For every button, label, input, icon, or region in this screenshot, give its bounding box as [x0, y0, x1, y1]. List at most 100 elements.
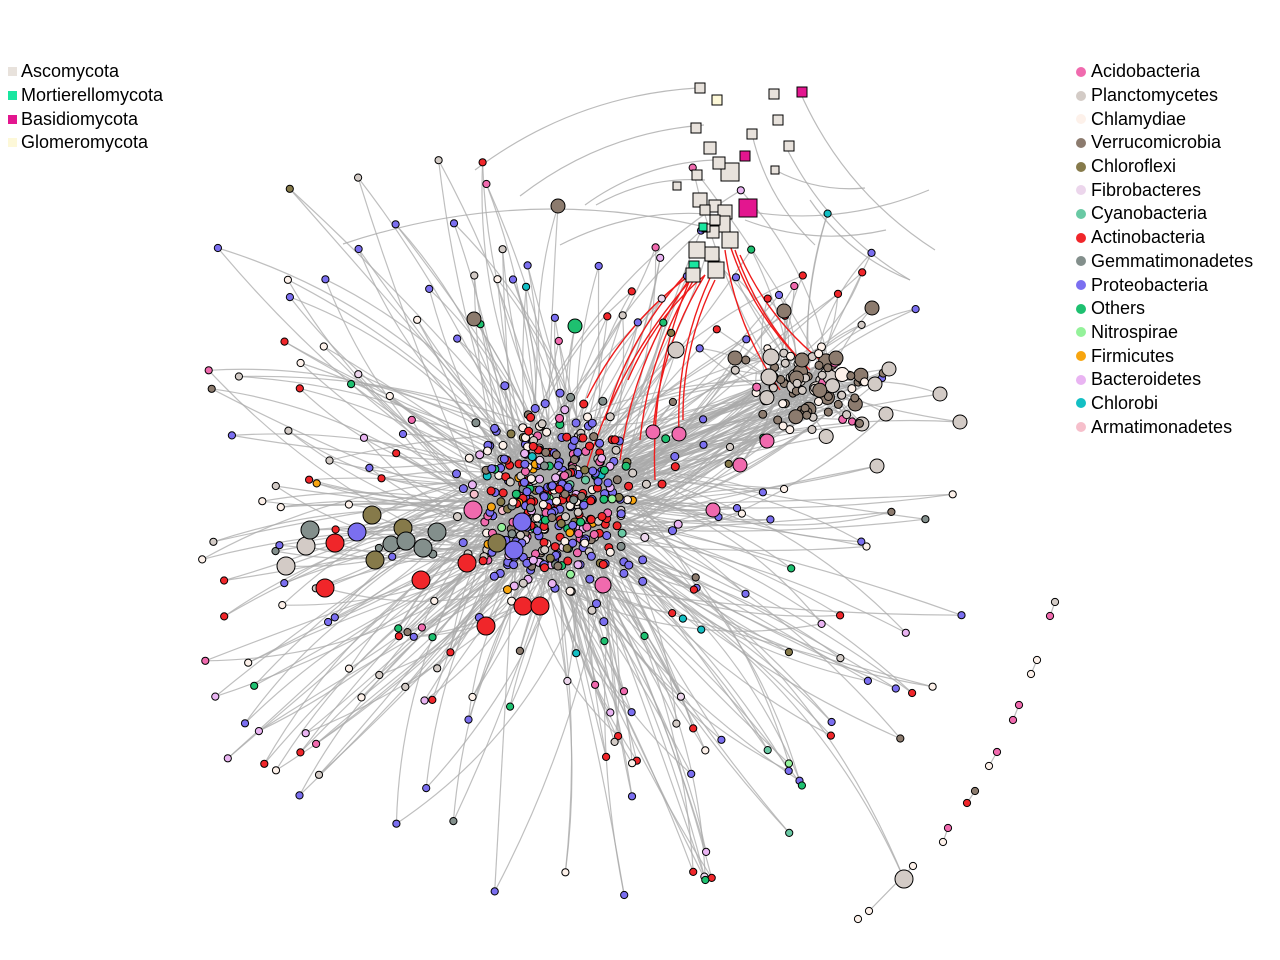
- bacterial-node: [561, 868, 570, 877]
- bacterial-node: [476, 616, 496, 636]
- bacterial-node: [571, 418, 581, 428]
- bacterial-node: [862, 542, 871, 551]
- bacterial-node: [463, 500, 483, 520]
- bacterial-node: [530, 404, 540, 413]
- bacterial-node: [466, 311, 482, 327]
- bacterial-node: [449, 219, 459, 228]
- bacterial-node: [814, 349, 824, 359]
- bacterial-node: [823, 392, 833, 401]
- bacterial-node: [598, 560, 608, 569]
- bacterial-node: [458, 538, 468, 548]
- bacterial-node: [853, 914, 863, 924]
- bacterial-node: [568, 538, 578, 548]
- bacterial-node: [330, 613, 339, 622]
- legend-swatch: [8, 138, 17, 148]
- bacterial-node: [598, 396, 608, 406]
- bacterial-node: [599, 465, 609, 475]
- bacterial-node: [301, 729, 310, 738]
- bacterial-node: [540, 563, 549, 573]
- bacterial-node: [319, 342, 328, 351]
- bacterial-node: [787, 564, 796, 573]
- bacterial-node: [776, 303, 792, 319]
- bacterial-node: [519, 477, 529, 487]
- bacterial-node: [731, 273, 741, 282]
- bacterial-node: [705, 502, 721, 518]
- bacterial-node: [312, 739, 321, 749]
- bacterial-node: [425, 284, 434, 293]
- network-edge: [595, 178, 706, 206]
- fungal-node: [688, 241, 706, 259]
- bacterial-node: [409, 632, 418, 641]
- bacterial-node: [599, 494, 609, 504]
- bacterial-node: [702, 847, 711, 857]
- bacterial-node: [312, 479, 321, 488]
- bacterial-node: [285, 184, 294, 193]
- network-edge: [244, 517, 556, 724]
- legend-item-firmicutes: Firmicutes: [1076, 344, 1253, 368]
- bacterial-node: [434, 156, 443, 165]
- network-edge: [682, 279, 716, 421]
- bacterial-node: [220, 576, 229, 585]
- network-edge: [289, 188, 548, 486]
- bacterial-node: [673, 519, 683, 529]
- network-edge: [494, 483, 618, 892]
- bacterial-node: [668, 397, 678, 407]
- bacterial-node: [797, 385, 807, 395]
- bacterial-node: [427, 522, 447, 542]
- bacterial-node: [602, 531, 612, 540]
- legend-item-nitrospirae: Nitrospirae: [1076, 321, 1253, 345]
- bacterial-node: [344, 664, 354, 673]
- bacterial-node: [411, 570, 431, 590]
- bacterial-node: [223, 754, 232, 763]
- bacterial-node: [984, 761, 994, 771]
- bacterial-node: [551, 473, 561, 483]
- bacterial-node: [347, 522, 367, 542]
- network-edge: [584, 159, 715, 206]
- legend-swatch: [1076, 208, 1086, 219]
- network-edge: [779, 272, 863, 369]
- bacterial-node: [778, 421, 788, 431]
- bacterial-node: [784, 759, 794, 768]
- bacterial-node: [825, 378, 840, 394]
- bacterial-node: [603, 312, 612, 321]
- legend-label: Cyanobacteria: [1091, 203, 1208, 224]
- bacterial-node: [433, 664, 442, 673]
- bacterial-node: [901, 628, 910, 637]
- legend-swatch: [1076, 303, 1086, 314]
- bacterial-node: [490, 887, 499, 896]
- network-edge: [554, 541, 800, 782]
- bacterial-node: [296, 748, 305, 757]
- bacterial-node: [638, 555, 648, 565]
- bacterial-node: [354, 370, 363, 379]
- bacterial-node: [276, 556, 296, 576]
- bacterial-node: [583, 412, 592, 422]
- bacterial-node: [382, 535, 400, 553]
- bacterial-node: [428, 695, 437, 705]
- bacterial-node: [515, 646, 525, 656]
- bacterial-node: [572, 548, 582, 558]
- fungal-node: [704, 246, 720, 262]
- fungal-node: [694, 82, 706, 94]
- bacterial-node: [628, 468, 638, 478]
- bacterial-node: [392, 819, 401, 828]
- network-edge: [547, 500, 905, 880]
- bacterial-node: [786, 351, 795, 361]
- bacterial-node: [498, 440, 508, 450]
- bacterial-node: [511, 489, 521, 499]
- bacterial-node: [552, 496, 561, 506]
- bacterial-node: [817, 370, 827, 380]
- bacterial-node: [563, 676, 572, 686]
- bacterial-node: [581, 475, 590, 485]
- bacterial-node: [522, 487, 532, 497]
- bacterial-node: [526, 412, 536, 422]
- bacterial-node: [505, 477, 515, 487]
- legend-item-armatimonadetes: Armatimonadetes: [1076, 415, 1253, 439]
- bacterial-node: [391, 220, 400, 229]
- bacterial-node: [417, 623, 426, 632]
- bacterial-node: [869, 458, 885, 474]
- bacterial-node: [836, 611, 845, 620]
- bacterial-node: [523, 261, 532, 270]
- bacterial-node: [565, 528, 575, 538]
- bacterial-node: [539, 461, 549, 471]
- bacterial-node: [817, 619, 826, 629]
